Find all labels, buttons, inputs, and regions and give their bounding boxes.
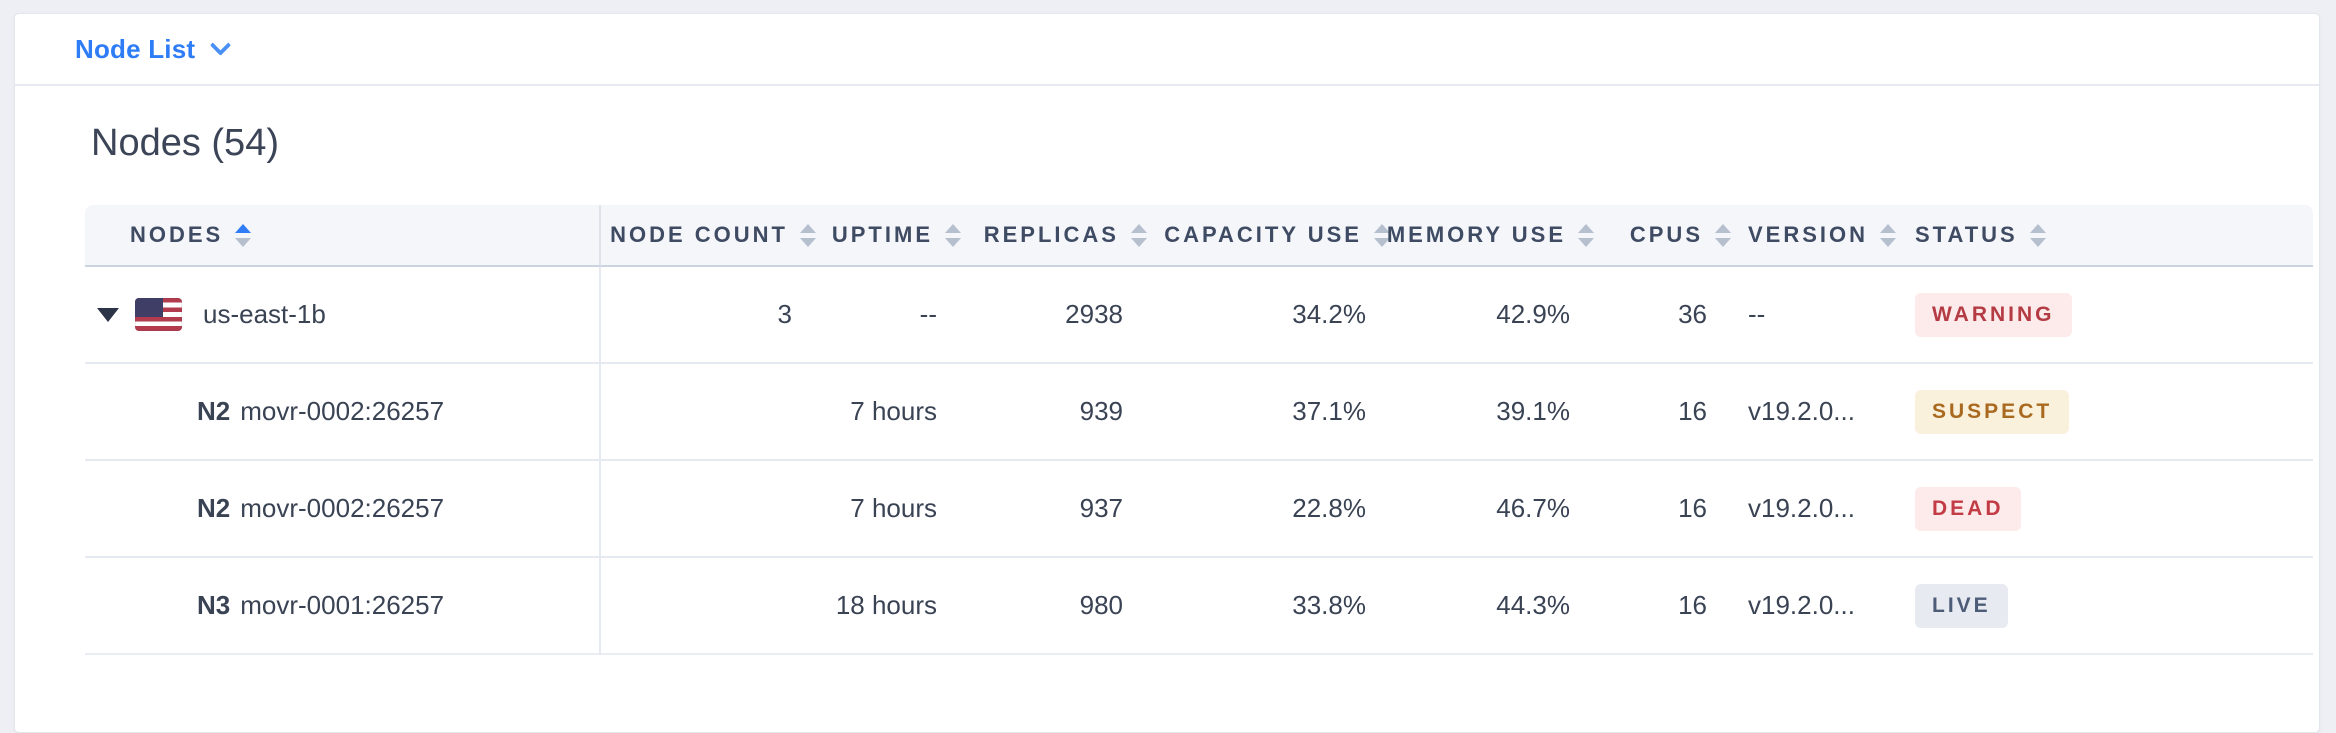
- sort-icon: [1374, 223, 1390, 247]
- cell-node-count: [601, 461, 816, 558]
- node-id: N2: [197, 493, 231, 523]
- column-header-memory-use[interactable]: MEMORY USE: [1386, 205, 1594, 267]
- node-list-dropdown[interactable]: Node List: [75, 33, 232, 65]
- cell-replicas: 2938: [961, 267, 1147, 364]
- column-header-capacity-use[interactable]: CAPACITY USE: [1147, 205, 1390, 267]
- column-header-replicas[interactable]: REPLICAS: [961, 205, 1147, 267]
- status-badge: DEAD: [1915, 486, 2021, 531]
- node-address: movr-0002:26257: [240, 493, 445, 523]
- sort-icon: [235, 223, 252, 247]
- page-title: Nodes (54): [91, 122, 279, 164]
- cell-replicas: 939: [961, 364, 1147, 461]
- column-header-uptime[interactable]: UPTIME: [816, 205, 961, 267]
- cell-capacity-use: 22.8%: [1147, 461, 1390, 558]
- sort-icon: [1715, 223, 1731, 247]
- cell-version: --: [1731, 267, 1891, 364]
- cell-node-name: N3 movr-0001:26257: [85, 558, 601, 655]
- cell-node-count: [601, 364, 816, 461]
- cell-memory-use: 46.7%: [1390, 461, 1594, 558]
- column-label: STATUS: [1915, 222, 2018, 247]
- cell-capacity-use: 33.8%: [1147, 558, 1390, 655]
- column-header-status[interactable]: STATUS: [1891, 205, 2313, 267]
- column-label: REPLICAS: [983, 222, 1119, 247]
- column-header-node-count[interactable]: NODE COUNT: [601, 205, 816, 267]
- sort-icon: [800, 223, 816, 247]
- cell-region-name: us-east-1b: [85, 267, 601, 364]
- table-row-node: N2 movr-0002:26257 7 hours 939 37.1% 39.1…: [85, 364, 2313, 461]
- cell-uptime: 18 hours: [816, 558, 961, 655]
- column-label: NODES: [130, 222, 224, 247]
- cell-status: SUSPECT: [1891, 364, 2313, 461]
- column-label: NODE COUNT: [610, 222, 788, 247]
- cell-memory-use: 44.3%: [1390, 558, 1594, 655]
- cell-node-count: [601, 558, 816, 655]
- cell-uptime: --: [816, 267, 961, 364]
- cell-capacity-use: 37.1%: [1147, 364, 1390, 461]
- cell-uptime: 7 hours: [816, 461, 961, 558]
- status-badge: SUSPECT: [1915, 389, 2070, 434]
- node-id: N2: [197, 396, 231, 426]
- view-toolbar: Node List: [15, 14, 2319, 86]
- cell-version: v19.2.0...: [1731, 558, 1891, 655]
- cell-replicas: 937: [961, 461, 1147, 558]
- column-label: VERSION: [1748, 222, 1869, 247]
- table-header-row: NODES NODE COUNT UPTIME REPLICAS: [85, 205, 2313, 267]
- node-list-card: Node List Nodes (54) NODES: [14, 13, 2320, 733]
- sort-icon: [945, 223, 961, 247]
- column-label: CAPACITY USE: [1164, 222, 1362, 247]
- collapse-caret-icon[interactable]: [97, 307, 119, 322]
- page-background: Node List Nodes (54) NODES: [14, 13, 2320, 733]
- node-id: N3: [197, 590, 231, 620]
- cell-memory-use: 42.9%: [1390, 267, 1594, 364]
- cell-capacity-use: 34.2%: [1147, 267, 1390, 364]
- us-flag-icon: [135, 298, 182, 331]
- status-badge: LIVE: [1915, 583, 2008, 628]
- column-label: UPTIME: [831, 222, 933, 247]
- sort-icon: [2029, 223, 2046, 247]
- cell-status: WARNING: [1891, 267, 2313, 364]
- chevron-down-icon: [210, 34, 232, 56]
- sort-icon: [1131, 223, 1147, 247]
- cell-cpus: 36: [1594, 267, 1731, 364]
- nodes-table: NODES NODE COUNT UPTIME REPLICAS: [85, 205, 2313, 655]
- node-address: movr-0001:26257: [240, 590, 445, 620]
- column-header-nodes[interactable]: NODES: [85, 205, 601, 267]
- cell-cpus: 16: [1594, 364, 1731, 461]
- cell-status: LIVE: [1891, 558, 2313, 655]
- table-row-node: N3 movr-0001:26257 18 hours 980 33.8% 44.…: [85, 558, 2313, 655]
- status-badge: WARNING: [1915, 292, 2072, 337]
- sort-icon: [1578, 223, 1594, 247]
- region-name: us-east-1b: [203, 299, 326, 329]
- node-address: movr-0002:26257: [240, 396, 445, 426]
- column-label: MEMORY USE: [1386, 222, 1566, 247]
- cell-replicas: 980: [961, 558, 1147, 655]
- column-header-version[interactable]: VERSION: [1731, 205, 1897, 267]
- cell-cpus: 16: [1594, 558, 1731, 655]
- sort-icon: [1880, 223, 1897, 247]
- cell-node-name: N2 movr-0002:26257: [85, 461, 601, 558]
- cell-version: v19.2.0...: [1731, 461, 1891, 558]
- column-label: CPUS: [1629, 222, 1703, 247]
- cell-uptime: 7 hours: [816, 364, 961, 461]
- cell-memory-use: 39.1%: [1390, 364, 1594, 461]
- cell-version: v19.2.0...: [1731, 364, 1891, 461]
- table-row-node: N2 movr-0002:26257 7 hours 937 22.8% 46.7…: [85, 461, 2313, 558]
- column-header-cpus[interactable]: CPUS: [1594, 205, 1731, 267]
- table-row-region: us-east-1b 3 -- 2938 34.2% 42.9% 36 -- W…: [85, 267, 2313, 364]
- card-body: Nodes (54) NODES NODE COUNT: [15, 122, 2319, 655]
- cell-status: DEAD: [1891, 461, 2313, 558]
- cell-node-name: N2 movr-0002:26257: [85, 364, 601, 461]
- node-list-dropdown-label: Node List: [75, 33, 196, 64]
- cell-node-count: 3: [601, 267, 816, 364]
- cell-cpus: 16: [1594, 461, 1731, 558]
